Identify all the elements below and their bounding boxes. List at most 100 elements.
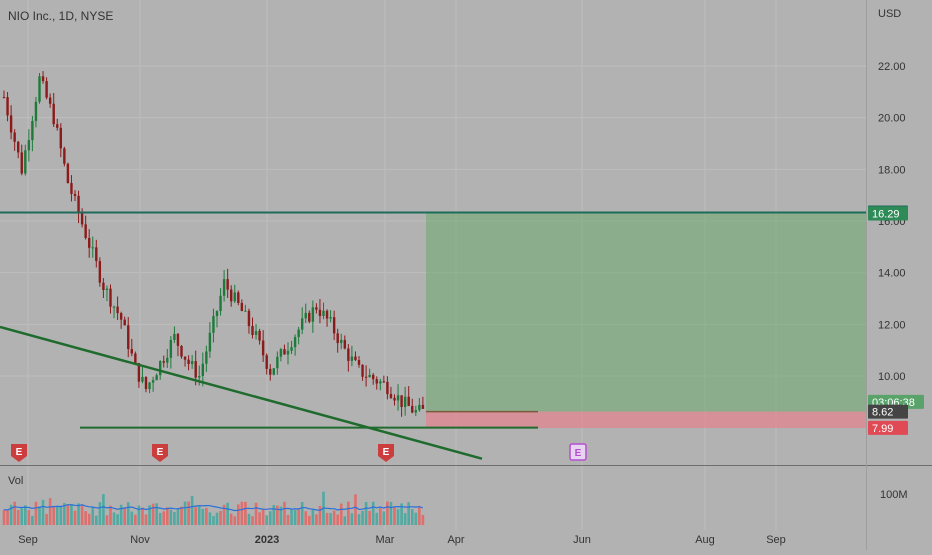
y-tick-label[interactable]: 10.00 bbox=[878, 371, 906, 383]
price-badge-bg bbox=[868, 404, 908, 419]
volume-bar bbox=[197, 506, 201, 525]
volume-bar bbox=[6, 510, 9, 525]
candle-down bbox=[357, 360, 361, 365]
candle-down bbox=[123, 319, 126, 326]
volume-bar bbox=[297, 509, 300, 525]
candle-up bbox=[293, 337, 297, 348]
candle-down bbox=[63, 148, 66, 164]
volume-bar bbox=[176, 508, 180, 525]
volume-bar bbox=[368, 511, 371, 525]
candle-up bbox=[322, 310, 325, 317]
y-tick-label[interactable]: 12.00 bbox=[878, 319, 906, 331]
candle-up bbox=[297, 329, 300, 338]
symbol-label[interactable]: NIO Inc., 1D, NYSE bbox=[8, 9, 113, 23]
volume-bar bbox=[233, 516, 237, 525]
candle-down bbox=[137, 363, 141, 382]
descending-trendline bbox=[0, 325, 483, 460]
candle-down bbox=[386, 381, 389, 395]
candle-down bbox=[237, 292, 240, 303]
volume-bar bbox=[13, 501, 16, 525]
volume-pane bbox=[2, 491, 425, 525]
volume-bar bbox=[38, 506, 41, 525]
earnings-marker[interactable]: E bbox=[152, 444, 168, 462]
candle-up bbox=[418, 404, 421, 411]
candle-down bbox=[247, 310, 251, 327]
volume-bar bbox=[45, 513, 48, 525]
y-tick-label[interactable]: 18.00 bbox=[878, 164, 906, 176]
candle-down bbox=[13, 132, 16, 142]
volume-bar bbox=[237, 504, 240, 525]
x-tick-label[interactable]: Jun bbox=[573, 534, 591, 546]
x-tick-label[interactable]: Aug bbox=[695, 534, 715, 546]
volume-bar bbox=[219, 510, 222, 525]
candle-down bbox=[162, 361, 165, 363]
earnings-label: E bbox=[157, 447, 164, 458]
candle-up bbox=[105, 288, 109, 290]
candle-down bbox=[407, 396, 410, 406]
candle-up bbox=[38, 76, 41, 102]
candle-up bbox=[244, 310, 247, 312]
earnings-marker[interactable]: E bbox=[569, 443, 587, 461]
volume-bar bbox=[24, 505, 27, 525]
volume-bar bbox=[386, 501, 389, 525]
candle-down bbox=[52, 103, 55, 125]
volume-bar bbox=[77, 503, 80, 525]
candle-down bbox=[347, 348, 350, 361]
volume-bar bbox=[180, 506, 183, 525]
earnings-marker[interactable]: E bbox=[378, 444, 394, 462]
x-tick-label[interactable]: Nov bbox=[130, 534, 150, 546]
candle-down bbox=[354, 356, 357, 361]
volume-bar bbox=[311, 509, 315, 525]
y-tick-label[interactable]: 20.00 bbox=[878, 113, 906, 125]
candle-down bbox=[372, 374, 375, 380]
x-tick-label[interactable]: 2023 bbox=[255, 534, 279, 546]
candle-down bbox=[411, 405, 414, 413]
volume-bar bbox=[205, 507, 208, 525]
volume-bar bbox=[304, 511, 308, 525]
x-tick-label[interactable]: Sep bbox=[18, 534, 38, 546]
x-tick-label[interactable]: Apr bbox=[447, 534, 464, 546]
volume-bar bbox=[421, 514, 425, 525]
candle-up bbox=[286, 350, 290, 355]
volume-moving-average bbox=[3, 504, 424, 512]
volume-bar bbox=[119, 504, 123, 525]
candle-up bbox=[379, 381, 382, 384]
volume-bar bbox=[91, 507, 95, 525]
volume-bar bbox=[329, 512, 332, 525]
volume-bar bbox=[265, 515, 268, 525]
volume-bar bbox=[148, 505, 151, 525]
candle-down bbox=[269, 368, 272, 375]
candle-up bbox=[396, 395, 400, 401]
candle-down bbox=[183, 356, 187, 360]
volume-bar bbox=[134, 514, 137, 525]
x-tick-label[interactable]: Mar bbox=[376, 534, 395, 546]
volume-bar bbox=[112, 512, 116, 525]
volume-bar bbox=[48, 498, 52, 525]
candle-up bbox=[222, 279, 226, 296]
volume-bar bbox=[258, 512, 261, 525]
candle-down bbox=[70, 183, 73, 194]
y-tick-label[interactable]: 22.00 bbox=[878, 61, 906, 73]
volume-bar bbox=[347, 501, 350, 525]
volume-bar bbox=[158, 512, 162, 525]
candle-down bbox=[127, 325, 130, 350]
x-tick-label[interactable]: Sep bbox=[766, 534, 786, 546]
candle-down bbox=[109, 288, 112, 307]
volume-bar bbox=[240, 501, 244, 525]
volume-bar bbox=[84, 511, 87, 525]
earnings-badge-icon bbox=[152, 444, 168, 462]
candle-down bbox=[59, 127, 62, 149]
earnings-label: E bbox=[16, 447, 23, 458]
candle-down bbox=[421, 404, 425, 409]
volume-bar bbox=[105, 515, 109, 525]
volume-bar bbox=[63, 503, 66, 525]
y-tick-label[interactable]: 14.00 bbox=[878, 268, 906, 280]
earnings-marker[interactable]: E bbox=[11, 444, 27, 462]
x-axis-ticks[interactable]: Sep Nov 2023 Mar Apr Jun Aug Sep bbox=[18, 534, 786, 546]
candle-down bbox=[41, 76, 45, 82]
candle-up bbox=[166, 357, 169, 363]
